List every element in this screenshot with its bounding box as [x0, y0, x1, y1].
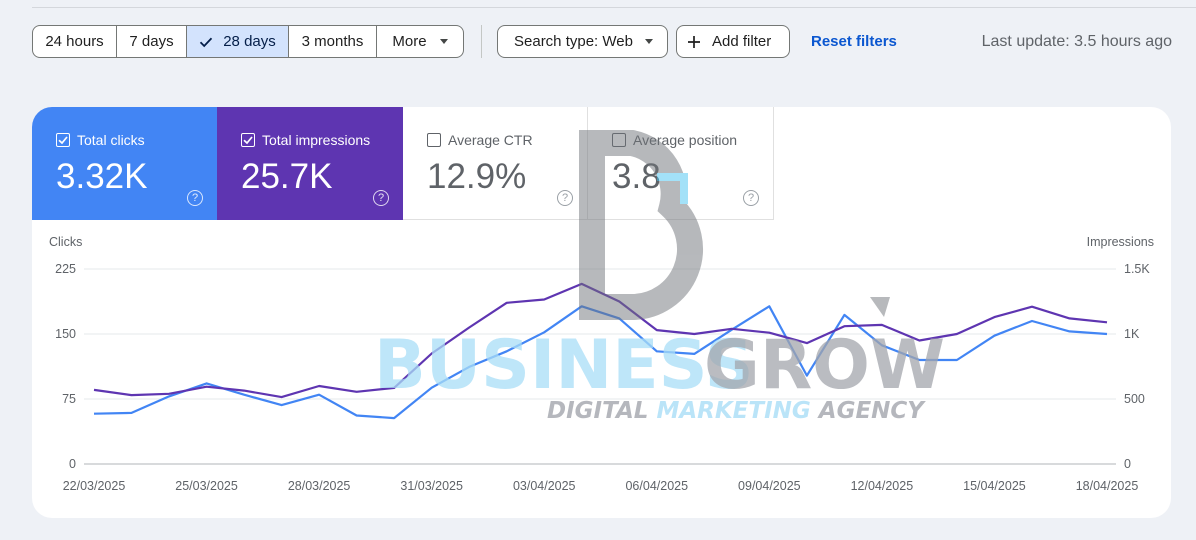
chevron-down-icon	[439, 39, 448, 44]
range-28-days-button[interactable]: 28 days	[187, 26, 289, 57]
help-icon[interactable]: ?	[373, 190, 389, 206]
range-label: 28 days	[223, 33, 276, 50]
right-axis-tick: 1.5K	[1124, 262, 1150, 276]
range-more-dropdown[interactable]: More	[377, 26, 463, 57]
reset-filters-link[interactable]: Reset filters	[811, 33, 897, 50]
date-range-selector: 24 hours 7 days 28 days 3 months More	[32, 25, 464, 58]
right-axis-tick: 0	[1124, 457, 1131, 471]
x-axis-tick: 15/04/2025	[963, 479, 1026, 493]
metric-value: 3.32K	[56, 157, 148, 196]
metric-value: 25.7K	[241, 157, 333, 196]
metric-average-position[interactable]: Average position 3.8 ?	[588, 107, 774, 220]
metric-label-row: Total impressions	[241, 132, 370, 148]
series-line-impressions[interactable]	[93, 282, 1108, 399]
series-line-clicks[interactable]	[93, 305, 1108, 420]
metric-label: Total clicks	[77, 132, 145, 148]
x-axis-tick: 31/03/2025	[400, 479, 463, 493]
left-axis-tick: 75	[62, 392, 76, 406]
add-filter-button[interactable]: Add filter	[676, 25, 790, 58]
add-filter-label: Add filter	[712, 33, 772, 50]
checkbox-checked-icon[interactable]	[56, 133, 70, 147]
metric-value: 12.9%	[427, 157, 527, 196]
metric-label-row: Total clicks	[56, 132, 145, 148]
metric-average-ctr[interactable]: Average CTR 12.9% ?	[403, 107, 588, 220]
help-icon[interactable]: ?	[557, 190, 573, 206]
search-type-label: Search type: Web	[514, 33, 633, 50]
left-axis-tick: 0	[69, 457, 76, 471]
metric-total-clicks[interactable]: Total clicks 3.32K ?	[32, 107, 217, 220]
metric-label: Average position	[633, 132, 738, 148]
checkbox-unchecked-icon[interactable]	[612, 133, 626, 147]
checkbox-checked-icon[interactable]	[241, 133, 255, 147]
performance-card: Total clicks 3.32K ? Total impressions 2…	[32, 107, 1171, 518]
last-update-text: Last update: 3.5 hours ago	[981, 32, 1172, 50]
x-axis-tick: 28/03/2025	[288, 479, 351, 493]
right-axis-title: Impressions	[1087, 235, 1154, 249]
help-icon[interactable]: ?	[187, 190, 203, 206]
range-24-hours-button[interactable]: 24 hours	[33, 26, 117, 57]
performance-chart: Clicks Impressions 225 1.5K 150 1K 75 500 0 0 2…	[49, 235, 1154, 493]
right-axis-tick: 1K	[1124, 327, 1140, 341]
plus-icon	[688, 35, 700, 48]
right-axis-tick: 500	[1124, 392, 1145, 406]
range-label: 24 hours	[45, 33, 104, 50]
checkbox-unchecked-icon[interactable]	[427, 133, 441, 147]
range-label: 3 months	[301, 33, 364, 50]
left-axis-tick: 225	[55, 262, 76, 276]
left-axis-title: Clicks	[49, 235, 82, 249]
range-3-months-button[interactable]: 3 months	[289, 26, 377, 57]
x-axis-tick: 22/03/2025	[63, 479, 126, 493]
range-7-days-button[interactable]: 7 days	[117, 26, 187, 57]
metric-label: Total impressions	[262, 132, 371, 148]
x-axis-tick: 09/04/2025	[738, 479, 801, 493]
x-axis-tick: 03/04/2025	[513, 479, 576, 493]
help-icon[interactable]: ?	[743, 190, 759, 206]
range-label: More	[392, 33, 427, 50]
x-axis-tick: 25/03/2025	[175, 479, 238, 493]
chevron-down-icon	[644, 39, 653, 44]
top-divider	[32, 7, 1196, 8]
left-axis-tick: 150	[55, 327, 76, 341]
filter-divider	[481, 25, 482, 58]
metric-label: Average CTR	[448, 132, 533, 148]
metric-value: 3.8	[612, 157, 661, 196]
check-icon	[200, 37, 213, 47]
metric-total-impressions[interactable]: Total impressions 25.7K ?	[217, 107, 403, 220]
range-label: 7 days	[129, 33, 174, 50]
x-axis-tick: 06/04/2025	[625, 479, 688, 493]
x-axis-tick: 12/04/2025	[851, 479, 914, 493]
search-type-dropdown[interactable]: Search type: Web	[497, 25, 668, 58]
metric-label-row: Average CTR	[427, 132, 533, 148]
filter-bar: 24 hours 7 days 28 days 3 months More Se…	[32, 25, 1172, 58]
x-axis-tick: 18/04/2025	[1076, 479, 1139, 493]
metric-label-row: Average position	[612, 132, 737, 148]
